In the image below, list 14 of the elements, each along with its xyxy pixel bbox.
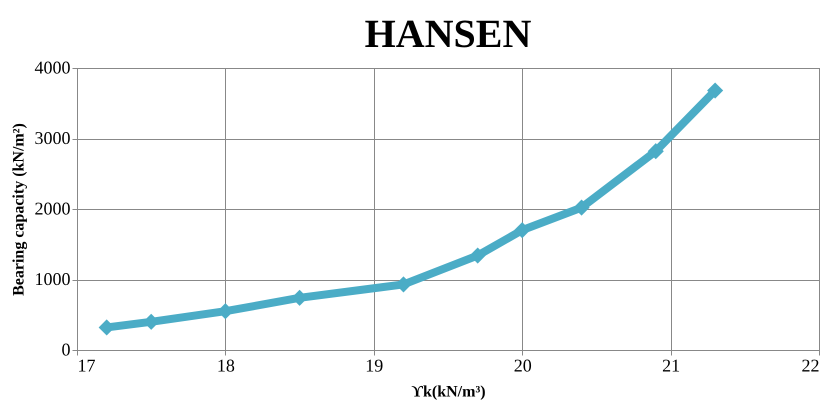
x-tick-label: 21 (662, 356, 680, 376)
chart-title: HANSEN (364, 11, 532, 56)
y-tick-label: 2000 (34, 198, 70, 218)
y-tick-label: 4000 (34, 58, 70, 78)
y-tick-label: 3000 (34, 128, 70, 148)
x-tick-label: 18 (216, 356, 235, 376)
y-tick-label: 1000 (34, 269, 70, 289)
x-tick-label: 17 (78, 356, 96, 376)
y-axis-title: Bearing capacity (kN/m²) (10, 123, 28, 296)
x-tick-label: 22 (802, 356, 820, 376)
x-tick-label: 20 (514, 356, 532, 376)
x-tick-label: 19 (365, 356, 384, 376)
x-axis-title: ϒk(kN/m³) (411, 384, 486, 400)
y-tick-label: 0 (62, 340, 70, 360)
